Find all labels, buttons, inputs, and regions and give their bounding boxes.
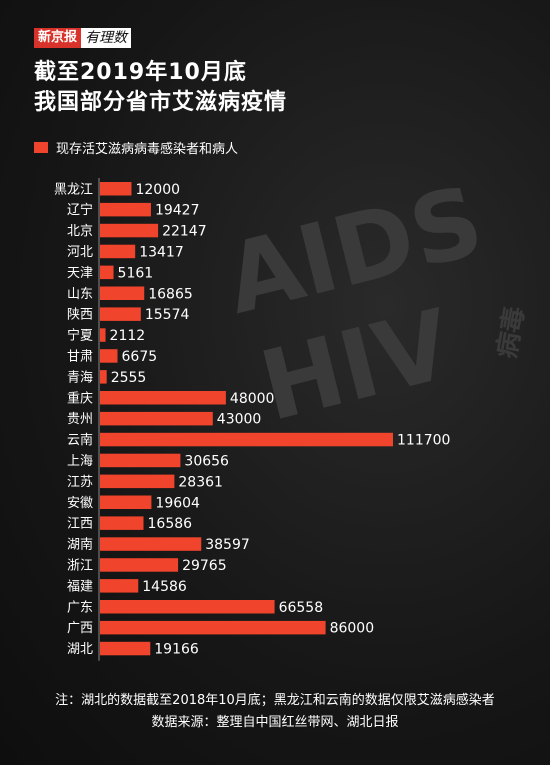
value-label: 2112 (110, 328, 146, 344)
bar (100, 641, 151, 656)
bar (100, 453, 181, 468)
category-label: 湖南 (67, 537, 93, 553)
watermark: AIDS HIV 病毒 (220, 170, 531, 430)
value-label: 28361 (178, 474, 223, 490)
category-label: 青海 (67, 370, 93, 385)
bar (100, 432, 393, 447)
value-label: 12000 (135, 182, 180, 198)
brand-name: 新京报 (34, 28, 82, 48)
bar (100, 516, 144, 530)
category-label: 浙江 (67, 558, 93, 573)
value-label: 30656 (184, 453, 229, 469)
value-label: 29765 (182, 558, 227, 574)
category-label: 上海 (67, 454, 93, 469)
bar (100, 474, 175, 489)
category-label: 宁夏 (67, 328, 93, 344)
legend-label: 现存活艾滋病病毒感染者和病人 (56, 142, 239, 157)
source-note: 数据来源：整理自中国红丝带网、湖北日报 (151, 715, 399, 730)
value-label: 111700 (397, 433, 450, 449)
value-label: 6675 (122, 349, 158, 365)
value-label: 38597 (205, 537, 250, 553)
category-label: 安徽 (67, 496, 93, 511)
legend-swatch (34, 142, 48, 153)
category-label: 陕西 (67, 308, 93, 323)
value-label: 22147 (162, 224, 207, 240)
chart-title: 截至2019年10月底 我国部分省市艾滋病疫情 (34, 58, 287, 118)
legend: 现存活艾滋病病毒感染者和病人 (34, 138, 238, 157)
bar (100, 579, 139, 593)
category-label: 河北 (67, 245, 93, 260)
bar (100, 349, 118, 363)
value-label: 48000 (230, 391, 275, 407)
category-label: 甘肃 (67, 349, 93, 364)
bar (100, 328, 106, 342)
bar (100, 182, 132, 196)
category-label: 山东 (67, 287, 93, 302)
value-label: 5161 (118, 265, 154, 281)
title-line-2: 我国部分省市艾滋病疫情 (34, 90, 288, 115)
category-label: 福建 (67, 579, 93, 594)
bar (100, 265, 114, 280)
bar (100, 558, 179, 572)
bar (100, 370, 107, 384)
bar (100, 223, 159, 238)
footnote: 注：湖北的数据截至2018年10月底；黑龙江和云南的数据仅限艾滋病感染者 (55, 693, 495, 708)
category-label: 云南 (67, 432, 93, 448)
bar (100, 391, 226, 405)
bar (100, 244, 136, 259)
value-label: 16586 (148, 516, 193, 532)
value-label: 2555 (111, 370, 147, 386)
category-label: 天津 (67, 266, 93, 281)
category-label: 江苏 (67, 474, 93, 490)
value-label: 86000 (330, 621, 375, 637)
category-label: 辽宁 (67, 202, 93, 218)
value-label: 13417 (139, 244, 184, 260)
category-label: 黑龙江 (54, 182, 93, 197)
category-label: 北京 (67, 224, 93, 239)
value-label: 43000 (217, 412, 262, 428)
bar (100, 286, 145, 300)
bar (100, 537, 202, 551)
category-label: 重庆 (67, 390, 93, 406)
value-label: 66558 (279, 600, 324, 616)
brand-column: 有理数 (81, 28, 132, 48)
value-label: 14586 (142, 579, 187, 595)
category-label: 江西 (67, 517, 93, 532)
value-label: 15574 (145, 307, 190, 323)
category-label: 广西 (67, 621, 93, 636)
category-label: 湖北 (67, 642, 93, 657)
brand-logo: 新京报 有理数 (34, 28, 132, 48)
bar (100, 600, 275, 614)
category-label: 贵州 (67, 412, 93, 427)
bar (100, 620, 326, 635)
bar (100, 307, 141, 321)
bar (100, 411, 213, 426)
value-label: 19427 (155, 203, 200, 219)
value-label: 19604 (155, 495, 200, 511)
value-label: 19166 (154, 642, 199, 658)
category-label: 广东 (67, 600, 93, 615)
value-label: 16865 (148, 286, 193, 302)
bar (100, 495, 152, 509)
bar (100, 202, 151, 217)
title-line-1: 截至2019年10月底 (34, 60, 247, 85)
